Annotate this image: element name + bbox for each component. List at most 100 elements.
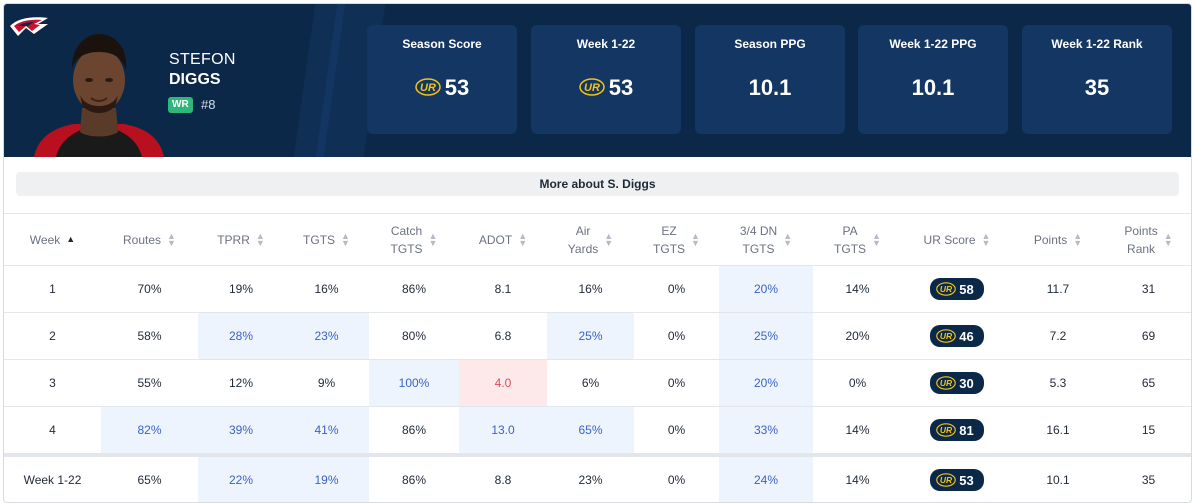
column-header-label: PA TGTS xyxy=(834,223,867,256)
player-photo xyxy=(34,34,164,157)
table-cell: 28% xyxy=(198,313,284,359)
table-cell: 100% xyxy=(369,360,459,406)
table-cell: 14% xyxy=(845,473,870,487)
column-header[interactable]: UR Score ▲ ▼ xyxy=(902,214,1012,265)
ur-score-pill: UR 53 xyxy=(930,469,984,491)
table-cell: 33% xyxy=(719,407,813,453)
ur-logo-icon: UR xyxy=(579,78,605,96)
table-cell: Week 1-22 xyxy=(23,473,82,487)
table-cell: 65 xyxy=(1141,376,1156,390)
table-cell: 65% xyxy=(547,407,634,453)
table-cell: UR 53 xyxy=(902,457,1012,502)
column-header[interactable]: Routes ▲ ▼ xyxy=(101,214,198,265)
stat-box-week-1-22-ppg: Week 1-22 PPG 10.1 xyxy=(858,25,1008,134)
table-cell: 23% xyxy=(284,313,369,359)
ur-logo-icon: UR xyxy=(936,423,957,437)
stat-label: Week 1-22 PPG xyxy=(889,37,977,51)
ur-score-pill: UR 46 xyxy=(930,325,984,347)
table-cell: 9% xyxy=(317,376,336,390)
table-cell: 0% xyxy=(667,376,686,390)
table-cell: 6% xyxy=(581,376,600,390)
svg-text:UR: UR xyxy=(584,82,600,94)
more-about-button[interactable]: More about S. Diggs xyxy=(16,172,1179,196)
stat-value-text: 35 xyxy=(1084,75,1110,100)
table-cell: 16% xyxy=(314,282,339,296)
column-header-label: ADOT xyxy=(478,232,513,247)
sort-arrows-icon[interactable]: ▲ ▼ xyxy=(981,230,991,248)
stat-box-week-1-22: Week 1-22 UR 53 xyxy=(531,25,681,134)
table-cell: UR 46 xyxy=(902,313,1012,359)
sort-arrows-icon[interactable]: ▲ ▼ xyxy=(518,230,528,248)
column-header-label: Points xyxy=(1033,232,1068,247)
table-cell: 22% xyxy=(198,457,284,502)
column-header[interactable]: 3/4 DN TGTS ▲ ▼ xyxy=(719,214,813,265)
table-cell: 69 xyxy=(1141,329,1156,343)
column-header-label: Week xyxy=(29,232,61,247)
column-header-label: EZ TGTS xyxy=(653,223,686,256)
column-header[interactable]: Points Rank ▲ ▼ xyxy=(1104,214,1191,265)
column-header[interactable]: PA TGTS ▲ ▼ xyxy=(813,214,902,265)
table-cell: 39% xyxy=(198,407,284,453)
table-cell: 20% xyxy=(845,329,870,343)
column-header[interactable]: EZ TGTS ▲ ▼ xyxy=(634,214,719,265)
stat-value-text: 53 xyxy=(608,75,634,100)
sort-arrows-icon[interactable]: ▲ ▼ xyxy=(691,230,700,248)
table-cell: 8.8 xyxy=(494,473,512,487)
table-cell: 14% xyxy=(845,282,870,296)
player-header: STEFON DIGGS WR #8 Season Score UR 53 Week … xyxy=(4,4,1191,157)
sort-arrows-icon[interactable]: ▲ ▼ xyxy=(1163,230,1173,248)
sort-arrows-icon[interactable]: ▲ ▼ xyxy=(783,230,793,248)
column-header[interactable]: TPRR ▲ ▼ xyxy=(198,214,284,265)
table-cell: 8.1 xyxy=(494,282,512,296)
column-header[interactable]: TGTS ▲ ▼ xyxy=(284,214,369,265)
column-header[interactable]: Air Yards ▲ ▼ xyxy=(547,214,634,265)
table-cell: 0% xyxy=(667,423,686,437)
column-header[interactable]: Catch TGTS ▲ ▼ xyxy=(369,214,459,265)
table-cell: 86% xyxy=(401,473,427,487)
column-header-label: Air Yards xyxy=(567,223,599,256)
table-cell: UR 58 xyxy=(902,266,1012,312)
sort-arrows-icon[interactable]: ▲ ▼ xyxy=(1073,230,1083,248)
column-header-label: UR Score xyxy=(923,232,976,247)
table-cell: 20% xyxy=(719,360,813,406)
table-cell: 4.0 xyxy=(459,360,547,406)
table-row: 4 82% 39% 41% 86% 13.0 65% 0% 33% 14% UR 81 16.1 15 xyxy=(4,406,1191,453)
ur-score-pill: UR 81 xyxy=(930,419,984,441)
sort-arrows-icon[interactable]: ▲ ▼ xyxy=(341,230,350,248)
stat-label: Season Score xyxy=(402,37,482,51)
sort-arrows-icon[interactable]: ▲ xyxy=(66,234,76,244)
column-header[interactable]: ADOT ▲ ▼ xyxy=(459,214,547,265)
table-cell: 55% xyxy=(137,376,162,390)
sort-arrows-icon[interactable]: ▲ ▼ xyxy=(255,230,265,248)
sort-arrows-icon[interactable]: ▲ ▼ xyxy=(872,230,881,248)
table-cell: 6.8 xyxy=(494,329,512,343)
stat-value: UR 53 xyxy=(531,75,681,101)
stat-box-week-1-22-rank: Week 1-22 Rank 35 xyxy=(1022,25,1172,134)
table-cell: 23% xyxy=(578,473,603,487)
table-cell: 24% xyxy=(719,457,813,502)
column-header-label: Catch TGTS xyxy=(390,223,423,256)
table-row: 1 70% 19% 16% 86% 8.1 16% 0% 20% 14% UR 58 11.7 31 xyxy=(4,265,1191,312)
table-cell: 15 xyxy=(1141,423,1156,437)
table-header-row: Week ▲ Routes ▲ ▼ TPRR ▲ ▼ TGTS ▲ ▼ Catch TGTS ▲ ▼ ADOT… xyxy=(4,213,1191,265)
column-header[interactable]: Week ▲ xyxy=(4,214,101,265)
table-cell: 0% xyxy=(667,473,686,487)
table-cell: 82% xyxy=(101,407,198,453)
table-cell: 19% xyxy=(228,282,254,296)
ur-logo-icon: UR xyxy=(936,473,957,487)
stat-box-season-score: Season Score UR 53 xyxy=(367,25,517,134)
player-last-name: DIGGS xyxy=(169,71,221,88)
sort-arrows-icon[interactable]: ▲ ▼ xyxy=(167,230,176,248)
column-header-label: Points Rank xyxy=(1124,223,1158,256)
table-cell: 35 xyxy=(1141,473,1156,487)
sort-arrows-icon[interactable]: ▲ ▼ xyxy=(428,230,438,248)
ur-logo-icon: UR xyxy=(936,376,957,390)
ur-score-pill: UR 58 xyxy=(930,278,984,300)
ur-logo-icon: UR xyxy=(936,282,957,296)
sort-arrows-icon[interactable]: ▲ ▼ xyxy=(604,230,614,248)
table-cell: 0% xyxy=(667,329,686,343)
column-header[interactable]: Points ▲ ▼ xyxy=(1012,214,1104,265)
stat-value: 35 xyxy=(1022,75,1172,101)
ur-logo-icon: UR xyxy=(936,329,957,343)
table-cell: 0% xyxy=(667,282,686,296)
